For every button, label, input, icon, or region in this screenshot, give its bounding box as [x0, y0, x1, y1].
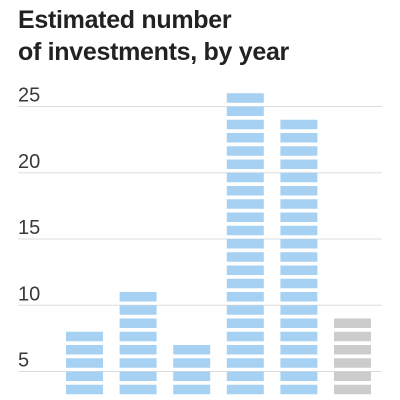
bar-4-segment — [280, 146, 318, 156]
bar-4-segment — [280, 278, 318, 289]
bar-5-segment — [334, 345, 371, 355]
bar-3-segment — [226, 119, 264, 130]
bar-0 — [66, 331, 103, 395]
bar-3-segment — [226, 239, 264, 249]
y-axis-ticks: 5 10 15 20 25 — [18, 85, 40, 372]
bar-4-segment — [280, 186, 318, 196]
bar-4-segment — [280, 318, 318, 328]
bar-2-segment — [173, 345, 211, 355]
bar-1-segment — [119, 384, 157, 395]
bar-4-segment — [280, 239, 318, 249]
bar-4-segment — [280, 159, 318, 169]
y-tick-label-5: 5 — [18, 350, 29, 372]
bar-0-segment — [66, 358, 103, 368]
bar-5 — [334, 318, 371, 395]
bar-4-segment — [280, 225, 318, 236]
y-tick-label-25: 25 — [18, 85, 40, 107]
bar-1-segment — [119, 318, 157, 328]
y-tick-label-20: 20 — [18, 151, 40, 173]
y-tick-label-10: 10 — [18, 283, 40, 305]
bar-2-segment — [173, 384, 211, 395]
bar-3-segment — [226, 106, 264, 116]
bar-3-segment — [226, 199, 264, 209]
chart-title-line-1: Estimated number — [18, 6, 232, 34]
bar-3-segment — [226, 278, 264, 289]
bar-3-segment — [226, 186, 264, 196]
bar-3-segment — [226, 265, 264, 275]
bars — [66, 93, 371, 395]
bar-5-segment — [334, 371, 371, 381]
bar-4-segment — [280, 331, 318, 342]
bar-4-segment — [280, 119, 318, 130]
bar-3-segment — [226, 358, 264, 368]
bar-3-segment — [226, 93, 264, 103]
bar-1-segment — [119, 345, 157, 355]
bar-2-segment — [173, 358, 211, 368]
bar-4-segment — [280, 371, 318, 381]
bar-4-segment — [280, 212, 318, 222]
bar-3-segment — [226, 212, 264, 222]
bar-4-segment — [280, 305, 318, 315]
bar-3-segment — [226, 305, 264, 315]
bar-3-segment — [226, 146, 264, 156]
bar-1 — [119, 292, 157, 395]
bar-4-segment — [280, 345, 318, 355]
bar-5-segment — [334, 384, 371, 395]
bar-4 — [280, 119, 318, 395]
bar-3-segment — [226, 371, 264, 381]
bar-3-segment — [226, 345, 264, 355]
bar-4-segment — [280, 252, 318, 262]
chart-title-line-2: of investments, by year — [18, 38, 289, 66]
bar-5-segment — [334, 331, 371, 342]
bar-4-segment — [280, 358, 318, 368]
bar-4-segment — [280, 292, 318, 302]
bar-3-segment — [226, 252, 264, 262]
bar-4-segment — [280, 199, 318, 209]
bar-3 — [226, 93, 264, 395]
bar-1-segment — [119, 305, 157, 315]
bar-0-segment — [66, 345, 103, 355]
bar-4-segment — [280, 172, 318, 183]
bar-3-segment — [226, 172, 264, 183]
bar-3-segment — [226, 384, 264, 395]
bar-3-segment — [226, 318, 264, 328]
bar-3-segment — [226, 292, 264, 302]
bar-0-segment — [66, 331, 103, 342]
bar-1-segment — [119, 358, 157, 368]
y-tick-label-15: 15 — [18, 217, 40, 239]
bar-4-segment — [280, 133, 318, 143]
bar-3-segment — [226, 133, 264, 143]
bar-1-segment — [119, 371, 157, 381]
bar-2-segment — [173, 371, 211, 381]
chart-title: Estimated number of investments, by year — [18, 4, 390, 68]
bar-5-segment — [334, 358, 371, 368]
bar-0-segment — [66, 384, 103, 395]
bar-3-segment — [226, 225, 264, 236]
bar-5-segment — [334, 318, 371, 328]
bar-2 — [173, 345, 211, 395]
bar-4-segment — [280, 265, 318, 275]
bar-0-segment — [66, 371, 103, 381]
bar-1-segment — [119, 292, 157, 302]
bar-4-segment — [280, 384, 318, 395]
bar-3-segment — [226, 159, 264, 169]
bar-3-segment — [226, 331, 264, 342]
bar-1-segment — [119, 331, 157, 342]
